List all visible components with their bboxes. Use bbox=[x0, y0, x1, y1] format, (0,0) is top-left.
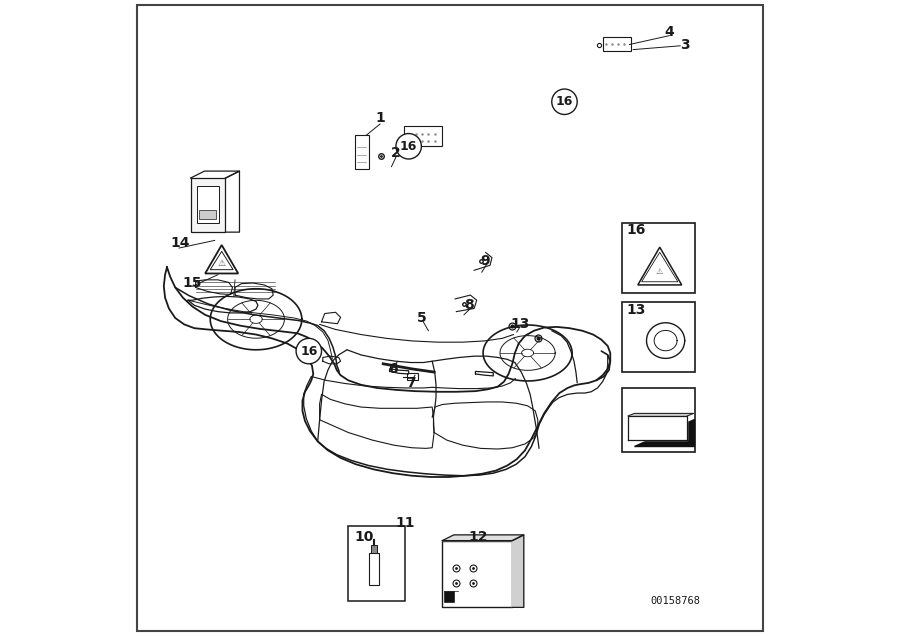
Text: 4: 4 bbox=[664, 25, 674, 39]
Text: 3: 3 bbox=[680, 38, 690, 52]
Bar bbox=[369, 553, 379, 584]
Bar bbox=[404, 126, 443, 146]
Polygon shape bbox=[634, 419, 694, 446]
Text: 14: 14 bbox=[170, 236, 189, 250]
Text: 13: 13 bbox=[626, 303, 646, 317]
Bar bbox=[371, 545, 377, 553]
Polygon shape bbox=[443, 535, 524, 541]
Bar bbox=[407, 373, 418, 380]
Bar bbox=[348, 526, 406, 601]
Text: 16: 16 bbox=[400, 140, 418, 153]
Polygon shape bbox=[512, 535, 524, 607]
Bar bbox=[191, 178, 226, 232]
Text: 10: 10 bbox=[355, 530, 374, 544]
Text: ⚠: ⚠ bbox=[656, 267, 663, 276]
Bar bbox=[355, 135, 369, 169]
Bar bbox=[199, 210, 216, 219]
Bar bbox=[443, 541, 512, 607]
Bar bbox=[622, 302, 695, 372]
Text: 13: 13 bbox=[510, 317, 529, 331]
Text: 12: 12 bbox=[469, 530, 489, 544]
Text: 15: 15 bbox=[183, 276, 202, 290]
Text: 1: 1 bbox=[375, 111, 385, 125]
Bar bbox=[603, 37, 631, 51]
Text: 16: 16 bbox=[556, 95, 573, 108]
Text: 11: 11 bbox=[396, 516, 415, 530]
Text: 9: 9 bbox=[481, 254, 490, 268]
Text: 8: 8 bbox=[464, 298, 474, 312]
Circle shape bbox=[296, 338, 321, 364]
Text: 5: 5 bbox=[417, 311, 427, 325]
Bar bbox=[622, 223, 695, 293]
Bar bbox=[197, 186, 219, 223]
Text: 16: 16 bbox=[626, 223, 646, 237]
Polygon shape bbox=[628, 413, 694, 416]
Bar bbox=[445, 591, 455, 602]
Text: 2: 2 bbox=[392, 146, 400, 160]
Text: 00158768: 00158768 bbox=[651, 596, 701, 606]
Text: 6: 6 bbox=[388, 362, 398, 376]
Text: 7: 7 bbox=[406, 376, 416, 390]
Text: ⚠: ⚠ bbox=[218, 259, 226, 268]
Text: 16: 16 bbox=[300, 345, 318, 357]
Circle shape bbox=[396, 134, 421, 159]
Bar bbox=[622, 388, 695, 452]
Circle shape bbox=[552, 89, 577, 114]
Polygon shape bbox=[628, 416, 688, 440]
